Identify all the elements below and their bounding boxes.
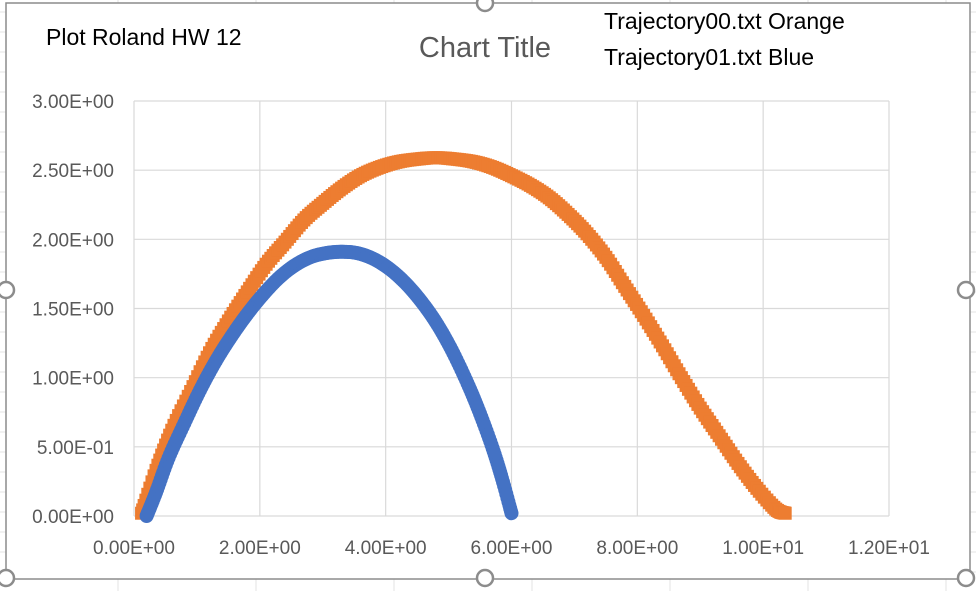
annotation-blue-series: Trajectory01.txt Blue bbox=[604, 44, 814, 70]
y-tick-label: 0.00E+00 bbox=[32, 507, 114, 528]
x-tick-label: 4.00E+00 bbox=[345, 538, 427, 559]
y-tick-label: 5.00E-01 bbox=[37, 438, 114, 459]
annotation-plot-name: Plot Roland HW 12 bbox=[46, 24, 242, 50]
y-tick-label: 2.50E+00 bbox=[32, 161, 114, 182]
data-point[interactable] bbox=[504, 506, 519, 521]
resize-handle-bottom-left[interactable] bbox=[0, 568, 16, 588]
resize-handle-right[interactable] bbox=[956, 280, 976, 300]
chart-title[interactable]: Chart Title bbox=[419, 32, 551, 64]
annotation-orange-series: Trajectory00.txt Orange bbox=[604, 8, 845, 34]
x-tick-label: 8.00E+00 bbox=[596, 538, 678, 559]
data-point[interactable] bbox=[778, 506, 792, 520]
y-tick-label: 1.00E+00 bbox=[32, 369, 114, 390]
y-axis-tick-labels: 0.00E+00 5.00E-01 1.00E+00 1.50E+00 2.00E+00… bbox=[32, 92, 114, 528]
resize-handle-bottom[interactable] bbox=[475, 568, 495, 588]
x-tick-label: 1.20E+01 bbox=[848, 538, 930, 559]
resize-handle-left[interactable] bbox=[0, 280, 16, 300]
x-axis-tick-labels: 0.00E+00 2.00E+00 4.00E+00 6.00E+00 8.00E+00… bbox=[93, 538, 930, 559]
y-tick-label: 2.00E+00 bbox=[32, 230, 114, 251]
x-tick-label: 6.00E+00 bbox=[471, 538, 553, 559]
resize-handle-bottom-right[interactable] bbox=[956, 568, 976, 588]
series-1[interactable] bbox=[139, 244, 519, 523]
y-tick-label: 1.50E+00 bbox=[32, 300, 114, 321]
x-tick-label: 0.00E+00 bbox=[93, 538, 175, 559]
plot-area[interactable] bbox=[135, 151, 792, 523]
series-0[interactable] bbox=[135, 151, 792, 520]
x-tick-label: 1.00E+01 bbox=[722, 538, 804, 559]
y-tick-label: 3.00E+00 bbox=[32, 92, 114, 113]
x-tick-label: 2.00E+00 bbox=[219, 538, 301, 559]
resize-handle-top[interactable] bbox=[475, 0, 495, 13]
